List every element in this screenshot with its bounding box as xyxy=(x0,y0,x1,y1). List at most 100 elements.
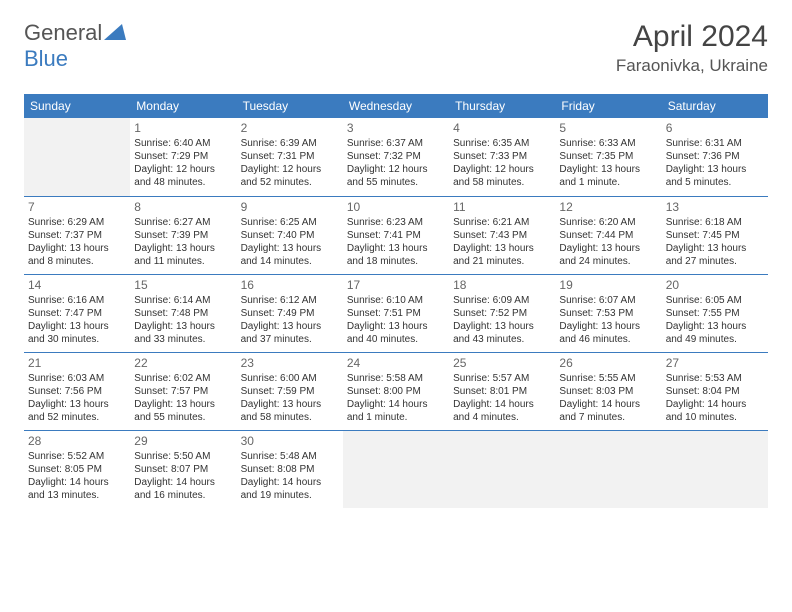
day-cell: 30Sunrise: 5:48 AMSunset: 8:08 PMDayligh… xyxy=(237,430,343,508)
empty-cell xyxy=(24,118,130,196)
daylight-line: Daylight: 13 hours and 24 minutes. xyxy=(559,242,657,268)
day-cell: 14Sunrise: 6:16 AMSunset: 7:47 PMDayligh… xyxy=(24,274,130,352)
day-header-saturday: Saturday xyxy=(662,94,768,118)
day-number: 7 xyxy=(28,200,126,214)
sunset-line: Sunset: 8:00 PM xyxy=(347,385,445,398)
day-number: 27 xyxy=(666,356,764,370)
sunrise-line: Sunrise: 5:57 AM xyxy=(453,372,551,385)
sunrise-line: Sunrise: 6:33 AM xyxy=(559,137,657,150)
day-number: 25 xyxy=(453,356,551,370)
daylight-line: Daylight: 13 hours and 46 minutes. xyxy=(559,320,657,346)
day-number: 12 xyxy=(559,200,657,214)
sunrise-line: Sunrise: 6:27 AM xyxy=(134,216,232,229)
daylight-line: Daylight: 12 hours and 52 minutes. xyxy=(241,163,339,189)
day-number: 23 xyxy=(241,356,339,370)
sunset-line: Sunset: 7:31 PM xyxy=(241,150,339,163)
sunset-line: Sunset: 8:07 PM xyxy=(134,463,232,476)
sunset-line: Sunset: 7:47 PM xyxy=(28,307,126,320)
day-cell: 10Sunrise: 6:23 AMSunset: 7:41 PMDayligh… xyxy=(343,196,449,274)
day-cell: 8Sunrise: 6:27 AMSunset: 7:39 PMDaylight… xyxy=(130,196,236,274)
logo: General Blue xyxy=(24,20,124,72)
sunset-line: Sunset: 7:41 PM xyxy=(347,229,445,242)
daylight-line: Daylight: 13 hours and 30 minutes. xyxy=(28,320,126,346)
calendar-table: SundayMondayTuesdayWednesdayThursdayFrid… xyxy=(24,94,768,508)
day-number: 6 xyxy=(666,121,764,135)
sunset-line: Sunset: 8:01 PM xyxy=(453,385,551,398)
daylight-line: Daylight: 14 hours and 16 minutes. xyxy=(134,476,232,502)
day-cell: 17Sunrise: 6:10 AMSunset: 7:51 PMDayligh… xyxy=(343,274,449,352)
day-number: 28 xyxy=(28,434,126,448)
sunset-line: Sunset: 7:33 PM xyxy=(453,150,551,163)
day-cell: 2Sunrise: 6:39 AMSunset: 7:31 PMDaylight… xyxy=(237,118,343,196)
day-number: 26 xyxy=(559,356,657,370)
sunrise-line: Sunrise: 6:09 AM xyxy=(453,294,551,307)
logo-triangle-icon xyxy=(104,24,126,40)
empty-cell xyxy=(343,430,449,508)
sunrise-line: Sunrise: 6:29 AM xyxy=(28,216,126,229)
daylight-line: Daylight: 13 hours and 52 minutes. xyxy=(28,398,126,424)
sunset-line: Sunset: 7:35 PM xyxy=(559,150,657,163)
logo-word-1: General xyxy=(24,20,102,45)
day-cell: 19Sunrise: 6:07 AMSunset: 7:53 PMDayligh… xyxy=(555,274,661,352)
location-label: Faraonivka, Ukraine xyxy=(616,56,768,76)
sunset-line: Sunset: 7:32 PM xyxy=(347,150,445,163)
day-number: 15 xyxy=(134,278,232,292)
day-cell: 1Sunrise: 6:40 AMSunset: 7:29 PMDaylight… xyxy=(130,118,236,196)
daylight-line: Daylight: 13 hours and 18 minutes. xyxy=(347,242,445,268)
sunset-line: Sunset: 7:48 PM xyxy=(134,307,232,320)
day-number: 2 xyxy=(241,121,339,135)
day-number: 13 xyxy=(666,200,764,214)
daylight-line: Daylight: 13 hours and 55 minutes. xyxy=(134,398,232,424)
sunrise-line: Sunrise: 5:52 AM xyxy=(28,450,126,463)
sunset-line: Sunset: 7:37 PM xyxy=(28,229,126,242)
day-number: 17 xyxy=(347,278,445,292)
day-cell: 12Sunrise: 6:20 AMSunset: 7:44 PMDayligh… xyxy=(555,196,661,274)
sunrise-line: Sunrise: 6:03 AM xyxy=(28,372,126,385)
sunset-line: Sunset: 7:52 PM xyxy=(453,307,551,320)
sunrise-line: Sunrise: 6:10 AM xyxy=(347,294,445,307)
daylight-line: Daylight: 13 hours and 37 minutes. xyxy=(241,320,339,346)
day-header-tuesday: Tuesday xyxy=(237,94,343,118)
logo-text: General Blue xyxy=(24,20,124,72)
sunset-line: Sunset: 7:57 PM xyxy=(134,385,232,398)
day-number: 18 xyxy=(453,278,551,292)
sunrise-line: Sunrise: 6:12 AM xyxy=(241,294,339,307)
sunrise-line: Sunrise: 6:07 AM xyxy=(559,294,657,307)
day-header-thursday: Thursday xyxy=(449,94,555,118)
day-number: 22 xyxy=(134,356,232,370)
day-cell: 3Sunrise: 6:37 AMSunset: 7:32 PMDaylight… xyxy=(343,118,449,196)
day-cell: 5Sunrise: 6:33 AMSunset: 7:35 PMDaylight… xyxy=(555,118,661,196)
sunrise-line: Sunrise: 6:23 AM xyxy=(347,216,445,229)
day-header-friday: Friday xyxy=(555,94,661,118)
day-cell: 28 Sunrise: 5:52 AMSunset: 8:05 PMDayligh… xyxy=(24,430,130,508)
header: General Blue April 2024 Faraonivka, Ukra… xyxy=(24,20,768,76)
sunrise-line: Sunrise: 6:02 AM xyxy=(134,372,232,385)
day-number: 19 xyxy=(559,278,657,292)
sunrise-line: Sunrise: 6:25 AM xyxy=(241,216,339,229)
day-number: 4 xyxy=(453,121,551,135)
daylight-line: Daylight: 12 hours and 55 minutes. xyxy=(347,163,445,189)
day-number: 20 xyxy=(666,278,764,292)
day-number: 21 xyxy=(28,356,126,370)
daylight-line: Daylight: 14 hours and 13 minutes. xyxy=(28,476,126,502)
sunrise-line: Sunrise: 6:00 AM xyxy=(241,372,339,385)
sunset-line: Sunset: 8:05 PM xyxy=(28,463,126,476)
sunset-line: Sunset: 7:59 PM xyxy=(241,385,339,398)
sunrise-line: Sunrise: 5:58 AM xyxy=(347,372,445,385)
day-cell: 29Sunrise: 5:50 AMSunset: 8:07 PMDayligh… xyxy=(130,430,236,508)
day-cell: 9Sunrise: 6:25 AMSunset: 7:40 PMDaylight… xyxy=(237,196,343,274)
daylight-line: Daylight: 14 hours and 7 minutes. xyxy=(559,398,657,424)
daylight-line: Daylight: 14 hours and 4 minutes. xyxy=(453,398,551,424)
daylight-line: Daylight: 14 hours and 19 minutes. xyxy=(241,476,339,502)
daylight-line: Daylight: 13 hours and 33 minutes. xyxy=(134,320,232,346)
daylight-line: Daylight: 13 hours and 1 minute. xyxy=(559,163,657,189)
sunrise-line: Sunrise: 6:05 AM xyxy=(666,294,764,307)
day-number: 29 xyxy=(134,434,232,448)
day-cell: 15Sunrise: 6:14 AMSunset: 7:48 PMDayligh… xyxy=(130,274,236,352)
week-row: 7 Sunrise: 6:29 AMSunset: 7:37 PM Daylight… xyxy=(24,196,768,274)
daylight-line: Daylight: 12 hours and 58 minutes. xyxy=(453,163,551,189)
sunset-line: Sunset: 7:45 PM xyxy=(666,229,764,242)
sunset-line: Sunset: 7:51 PM xyxy=(347,307,445,320)
day-cell: 22 Sunrise: 6:02 AMSunset: 7:57 PMDayligh… xyxy=(130,352,236,430)
sunset-line: Sunset: 8:03 PM xyxy=(559,385,657,398)
